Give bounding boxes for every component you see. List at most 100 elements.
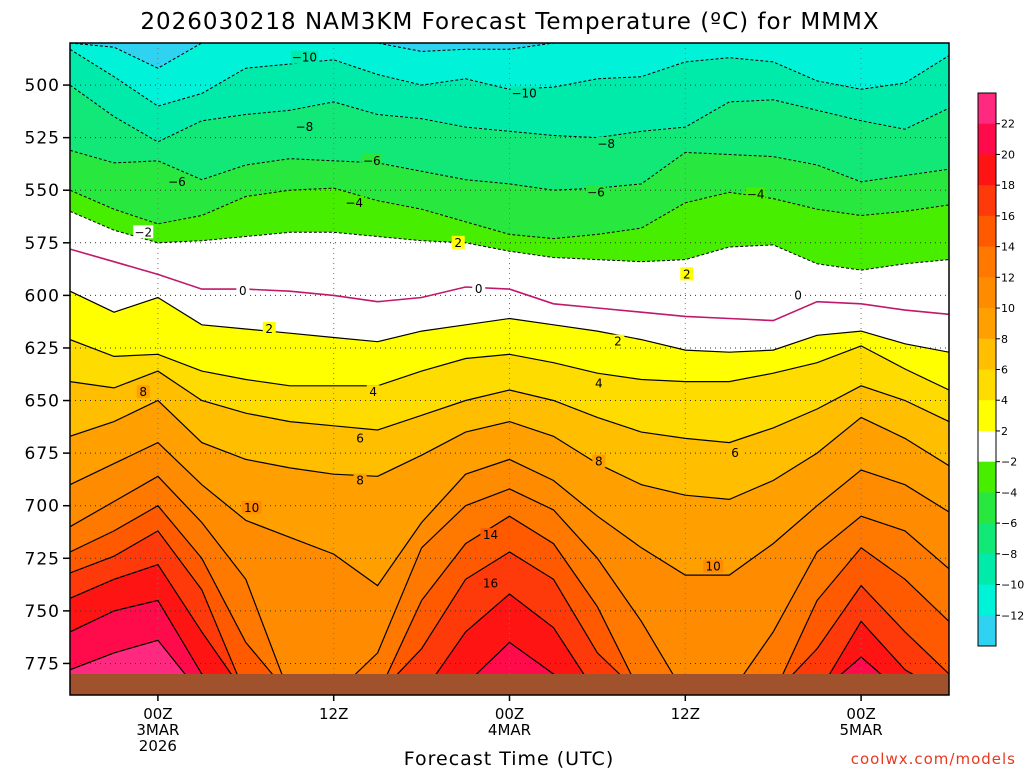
terrain [70,673,949,695]
contour-label: 10 [244,501,259,515]
contour-label-bg [241,500,262,514]
contour-label: 8 [356,473,364,487]
contour-label-bg [353,473,367,487]
band--6-to--4 [70,150,949,239]
colorbar-swatch [978,430,996,463]
contour-label-bg [728,446,742,460]
contour-label: 6 [731,446,739,460]
contour-label-bg [510,86,538,100]
contour-label: −8 [597,137,615,151]
x-tick-label: 5MAR [840,721,883,739]
isotherm-6 [70,370,949,444]
chart-title: 2026030218 NAM3KM Forecast Temperature (… [140,9,879,35]
colorbar: 22 20 18 16 14 12 10 8 6 4 2 −2 −4 −6 −8 −10 −12 [977,92,1024,647]
isotherm-lines [70,43,949,695]
contour-label-bg [353,431,367,445]
colorbar-label: 14 [1001,241,1015,254]
contour-label-bg [290,50,318,64]
isotherm-10 [70,441,949,587]
isotherm--4 [70,187,949,240]
contour-label: −4 [747,187,765,201]
isotherm--8 [70,84,949,143]
contour-label: 14 [483,528,498,542]
colorbar-label: 4 [1001,394,1008,407]
band--10-to--8 [70,49,949,142]
contour-label: −10 [292,51,317,65]
contour-labels: −10 −10 −8 −8 −6 −6 −6 −4 −4 −2 2 2 0 0 0 2 2 4 4 6 6 8 8 8 10 10… [133,50,805,591]
colorbar-swatch [978,308,996,340]
contour-label: −4 [345,196,363,210]
isotherm-8 [70,399,949,501]
contour-label-bg [703,559,724,573]
contour-label: −6 [587,185,605,199]
contour-label-bg [480,576,501,590]
contour-label-bg [680,267,694,281]
y-tick-label: 525 [25,129,60,149]
band--8-to--6 [70,85,949,191]
band-18-to-20 [70,564,949,695]
colorbar-swatch [978,369,996,401]
colorbar-swatch [978,93,996,125]
contour-label: 16 [483,577,498,591]
contour-label: 2 [454,236,462,250]
x-axis-label: Forecast Time (UTC) [404,748,614,768]
contour-label-bg [166,174,187,188]
colorbar-swatch [978,123,996,155]
colorbar-swatch [978,246,996,278]
contour-label-bg [451,235,465,249]
contour-label-bg [480,528,501,542]
contour-label-bg [611,334,625,348]
contour-label: 2 [683,267,691,281]
x-tick-label: 4MAR [488,721,531,739]
y-tick-label: 725 [25,549,60,569]
isotherm-14 [70,504,949,695]
colorbar-swatch [978,553,996,586]
colorbar-swatch [978,185,996,217]
contour-label-bg [592,454,606,468]
colorbar-label: −10 [1001,579,1024,592]
colorbar-label: −8 [1001,548,1017,561]
contour-label: 4 [595,377,603,391]
y-tick-label: 675 [25,444,60,464]
contour-label: 2 [614,335,622,349]
colorbar-label: 10 [1001,302,1015,315]
contour-label: −6 [168,175,186,189]
contour-label-bg [136,385,150,399]
contour-label-bg [592,376,606,390]
contour-label: 0 [794,288,802,302]
band--12-to--10 [70,43,949,107]
band-2-to-4 [70,291,949,390]
colorbar-swatch [978,523,996,555]
contour-label-bg [133,225,154,239]
contour-label: 4 [369,385,377,399]
y-tick-label: 650 [25,392,60,412]
contour-label: 10 [705,560,720,574]
colorbar-label: 8 [1001,333,1008,346]
band--2-to-0 [70,211,949,321]
contour-label-bg [294,120,315,134]
colorbar-label: 12 [1001,271,1015,284]
contour-label-bg [745,187,766,201]
colorbar-swatch [978,277,996,309]
contour-label-bg [344,195,365,209]
credit-text: coolwx.com/models [851,750,1016,768]
x-tick-label: 00Z [846,705,875,723]
colorbar-label: −4 [1001,486,1017,499]
contour-label-bg [585,185,606,199]
isotherm--6 [70,149,949,191]
colorbar-label: −12 [1001,609,1024,622]
band-10-to-12 [70,442,949,695]
isotherm-2 [70,290,949,353]
band--4-to--2 [70,188,949,271]
x-tick-label: 00Z [495,705,524,723]
y-tick-label: 750 [25,602,60,622]
contour-label: 8 [595,455,603,469]
contour-label: 0 [239,284,247,298]
colorbar-label: −2 [1001,456,1017,469]
grid-lines [70,43,949,695]
y-tick-label: 625 [25,339,60,359]
colorbar-label: 16 [1001,210,1015,223]
y-tick-label: 575 [25,234,60,254]
contour-label-bg [262,322,276,336]
